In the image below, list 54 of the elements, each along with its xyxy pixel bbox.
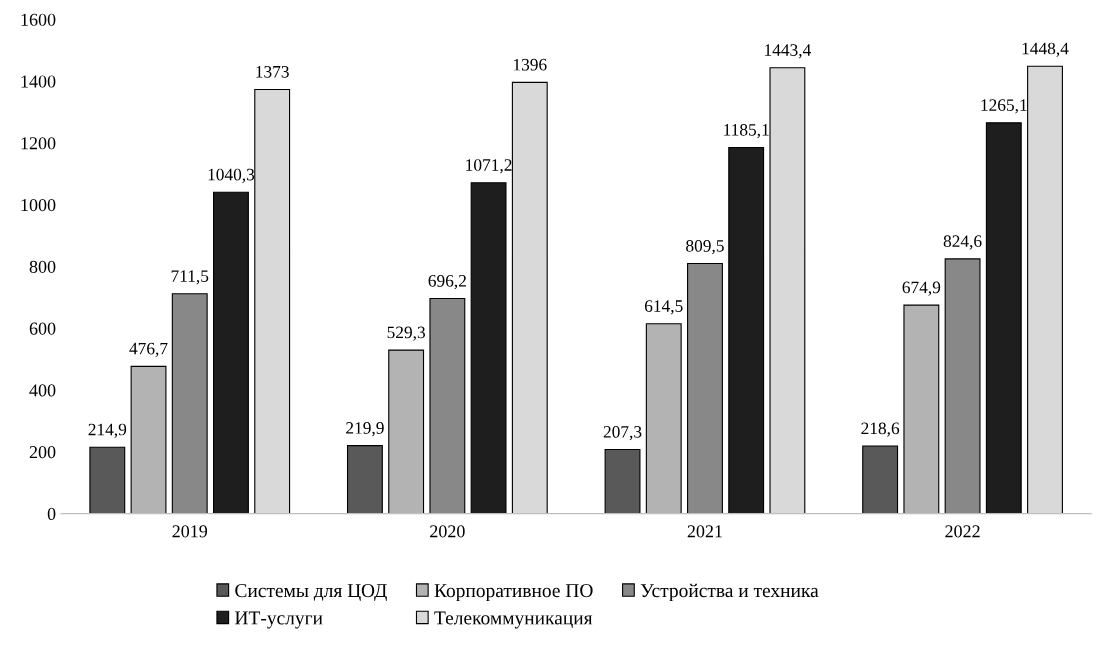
data-label: 809,5 [686,239,724,255]
y-tick-label: 1600 [21,13,56,26]
data-label: 1443,4 [765,44,811,59]
bar [511,81,548,514]
y-tick-label: 1400 [21,75,56,88]
data-label: 614,5 [644,300,683,315]
y-tick-label: 1200 [21,137,56,150]
bar [985,122,1022,514]
data-label: 1373 [256,65,289,78]
data-label: 674,9 [902,281,941,296]
legend-label: Устройства и техника [640,583,819,602]
legend-label: Корпоративное ПО [434,584,593,602]
data-label: 711,5 [171,270,209,285]
data-label: 207,3 [603,425,642,441]
bar [1027,65,1063,514]
x-tick-label: 2019 [172,525,208,538]
bar [862,445,899,514]
bar [769,67,806,514]
data-label: 1265,1 [981,99,1027,114]
x-tick-label: 2020 [430,525,465,538]
x-tick-label: 2022 [945,525,980,538]
bar [429,297,466,514]
data-label: 529,3 [387,326,425,341]
bar [171,293,208,514]
data-label: 1396 [513,58,547,71]
bar [213,191,249,514]
y-tick-label: 800 [29,260,56,273]
data-label: 218,6 [861,422,900,437]
data-label: 214,9 [88,423,127,438]
bar [470,182,507,514]
bar [944,258,981,514]
data-label: 1448,4 [1022,42,1069,57]
bar [254,88,291,514]
y-tick-label: 600 [29,322,56,335]
data-label: 1185,1 [724,123,769,139]
bar [728,146,765,514]
data-label: 696,2 [428,275,466,290]
data-label: 824,6 [943,235,982,250]
data-label: 476,7 [129,342,168,357]
bar [604,448,641,514]
y-tick-label: 200 [29,446,56,459]
y-tick-label: 400 [29,384,56,397]
legend-label: Системы для ЦОД [235,584,387,602]
bar [687,262,723,514]
bar [89,446,126,514]
data-label: 1071,2 [466,159,512,174]
legend-label: Телекоммуникация [434,611,593,629]
data-label: 219,9 [346,422,384,437]
data-label: 1040,3 [208,168,255,183]
x-tick-label: 2021 [687,525,722,538]
y-tick-label: 0 [47,507,56,521]
y-tick-label: 1000 [21,198,56,212]
legend-label: ИТ-услуги [235,611,323,629]
bar [346,445,383,514]
